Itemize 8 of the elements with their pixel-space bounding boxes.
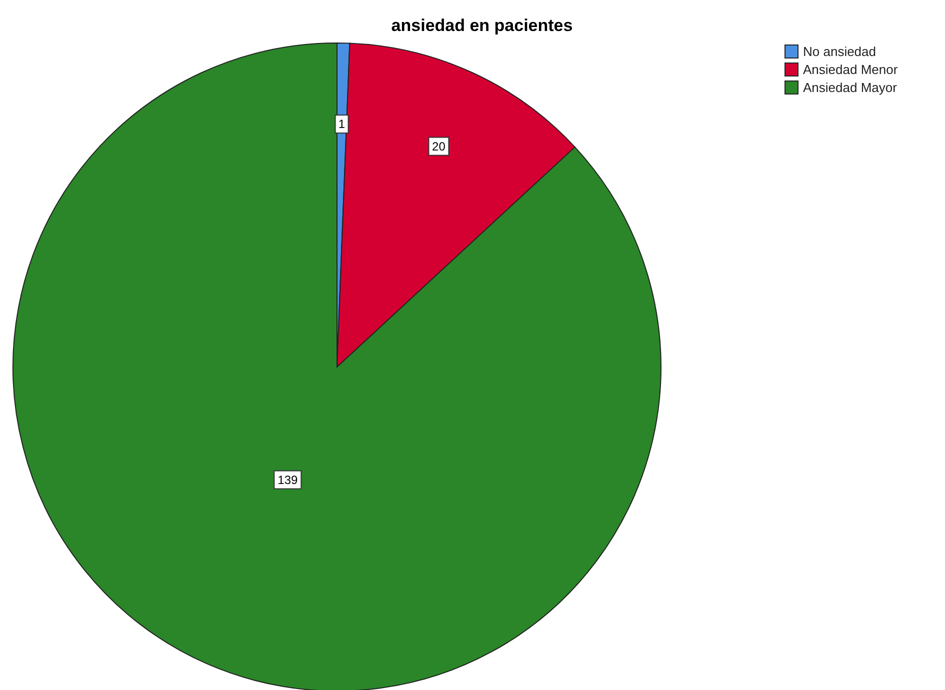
legend-label: Ansiedad Menor <box>803 62 898 77</box>
pie-slice <box>12 42 662 690</box>
legend-label: No ansiedad <box>803 44 876 59</box>
legend-label: Ansiedad Mayor <box>803 80 898 95</box>
chart-title: ansiedad en pacientes <box>391 16 573 35</box>
data-label: 1 <box>338 117 346 132</box>
data-label: 139 <box>278 472 298 487</box>
data-label: 20 <box>432 139 446 154</box>
